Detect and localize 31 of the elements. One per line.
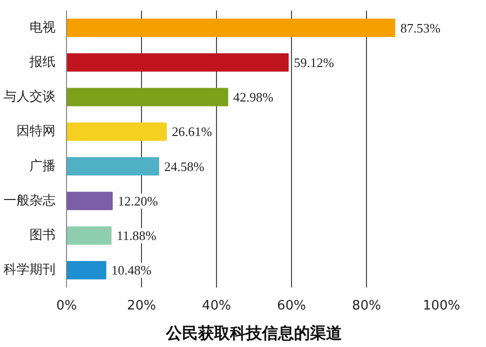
bar — [66, 53, 289, 72]
y-tick-label: 图书 — [30, 228, 56, 244]
x-tick-label: 20% — [127, 298, 156, 314]
y-tick-label: 与人交谈 — [4, 88, 56, 105]
bar — [66, 261, 106, 280]
bar — [66, 226, 112, 245]
data-label: 87.53% — [400, 20, 441, 36]
data-label: 59.12% — [294, 54, 334, 70]
text: 公民获取科技信息的渠道 — [165, 324, 343, 342]
data-label: 42.98% — [233, 90, 274, 105]
bar — [66, 192, 113, 210]
y-tick-label: 报纸 — [28, 54, 56, 70]
x-tick-label: 100% — [422, 298, 460, 314]
x-tick-label: 0% — [56, 298, 77, 314]
x-tick-label: 80% — [352, 298, 381, 314]
y-tick-label: 电视 — [30, 20, 56, 36]
data-label: 11.88% — [116, 228, 156, 244]
data-label: 12.20% — [118, 193, 158, 208]
y-tick-label: 科学期刊 — [4, 262, 56, 278]
bar — [66, 18, 396, 37]
y-tick-label: 因特网 — [16, 124, 56, 140]
data-label: 26.61% — [172, 124, 212, 140]
data-label: 10.48% — [111, 262, 152, 278]
y-tick-label: 一般杂志 — [4, 193, 56, 208]
x-tick-label: 40% — [202, 298, 231, 314]
bar — [66, 157, 160, 176]
bar — [66, 122, 167, 141]
y-tick-label: 广播 — [30, 158, 56, 174]
x-tick-label: 60% — [277, 298, 306, 314]
data-label: 24.58% — [164, 158, 205, 174]
bar — [66, 88, 228, 106]
